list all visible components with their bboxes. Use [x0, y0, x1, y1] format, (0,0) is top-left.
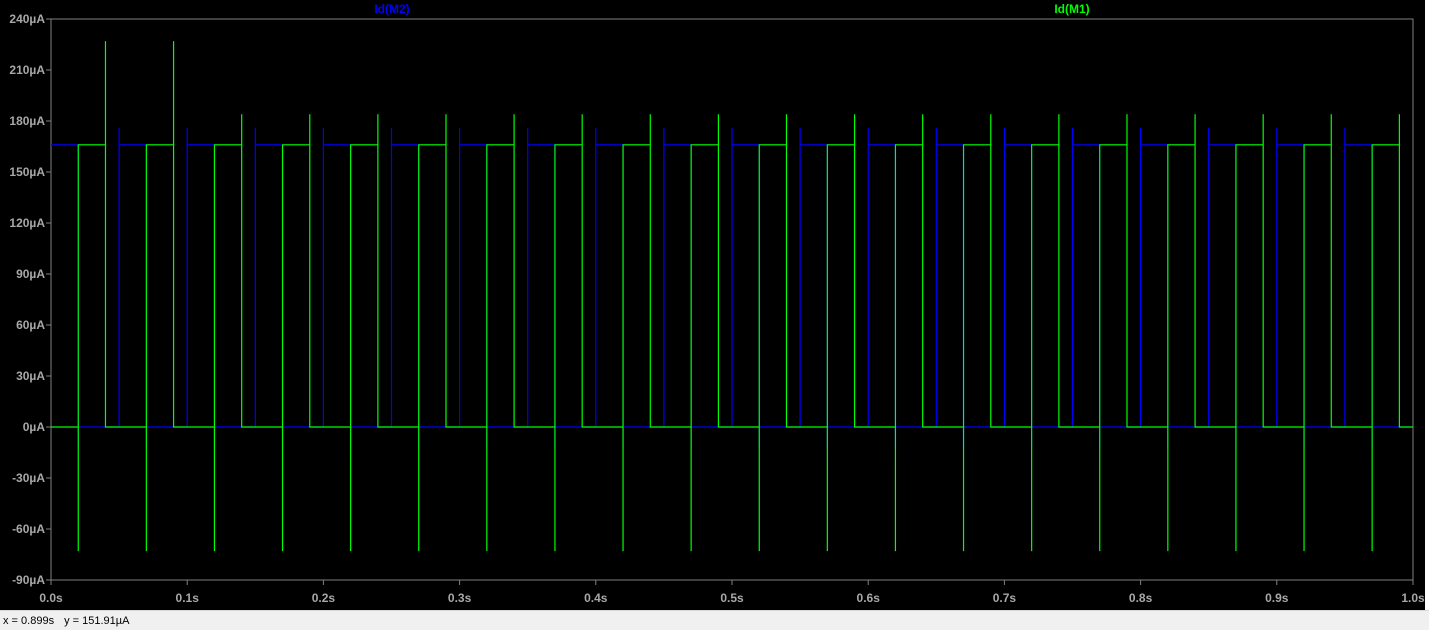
traces [51, 41, 1413, 552]
x-tick-label: 0.2s [312, 591, 336, 605]
x-tick-label: 0.9s [1265, 591, 1289, 605]
status-bar: x = 0.899s y = 151.91µA [0, 610, 1429, 630]
y-axis: 240µA 210µA 180µA 150µA 120µA 90µA 60µA 30µA 0µA… [9, 12, 51, 587]
x-tick-label: 0.5s [720, 591, 744, 605]
x-tick-label: 0.1s [176, 591, 200, 605]
y-tick-label: 240µA [9, 12, 45, 26]
window-edge [1425, 0, 1429, 610]
cursor-x-readout: x = 0.899s [3, 615, 55, 627]
x-tick-label: 0.3s [448, 591, 472, 605]
y-tick-label: -60µA [12, 522, 45, 536]
x-tick-label: 0.0s [39, 591, 63, 605]
x-tick-label: 0.4s [584, 591, 608, 605]
waveform-plot[interactable]: 240µA 210µA 180µA 150µA 120µA 90µA 60µA 30µA 0µA… [0, 0, 1429, 610]
trace-id-m1 [51, 41, 1413, 552]
x-tick-label: 1.0s [1401, 591, 1425, 605]
trace-id-m2 [51, 127, 1413, 450]
y-tick-label: 30µA [16, 369, 45, 383]
y-tick-label: 0µA [23, 420, 46, 434]
cursor-y-readout: y = 151.91µA [64, 615, 130, 627]
y-tick-label: 120µA [9, 216, 45, 230]
trace-label-id-m1[interactable]: Id(M1) [1054, 2, 1089, 16]
y-tick-label: 180µA [9, 114, 45, 128]
y-tick-label: -90µA [12, 573, 45, 587]
trace-label-id-m2[interactable]: Id(M2) [374, 2, 409, 16]
y-tick-label: 150µA [9, 165, 45, 179]
x-tick-label: 0.7s [993, 591, 1017, 605]
x-axis: 0.0s 0.1s 0.2s 0.3s 0.4s 0.5s 0.6s 0.7s 0.8s 0.9s… [39, 580, 1425, 605]
y-tick-label: 60µA [16, 318, 45, 332]
x-tick-label: 0.6s [857, 591, 881, 605]
y-tick-label: 210µA [9, 63, 45, 77]
y-tick-label: 90µA [16, 267, 45, 281]
x-tick-label: 0.8s [1129, 591, 1153, 605]
y-tick-label: -30µA [12, 471, 45, 485]
